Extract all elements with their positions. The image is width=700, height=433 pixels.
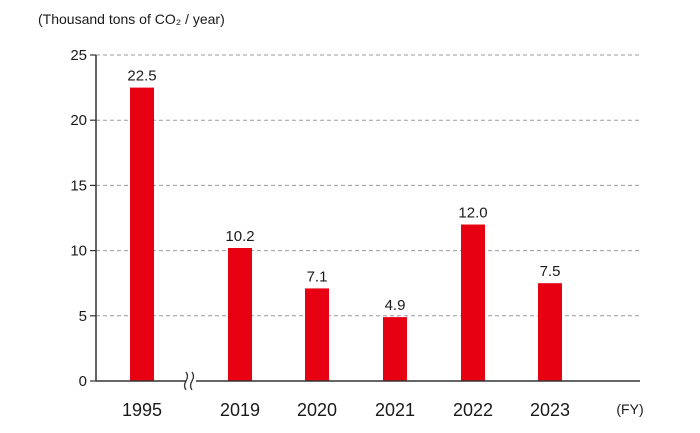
data-label-1995: 22.5	[127, 68, 156, 85]
y-tick-label: 15	[70, 177, 87, 194]
y-tick-label: 25	[70, 47, 87, 64]
bar-2021	[383, 317, 407, 381]
bar-2022	[461, 225, 485, 381]
x-tick-label-1995: 1995	[122, 400, 162, 420]
bars: 22.5 10.2 7.1 4.9 12.0 7.5	[127, 68, 562, 381]
data-label-2023: 7.5	[540, 263, 561, 280]
y-tick-label: 20	[70, 112, 87, 129]
data-label-2022: 12.0	[458, 205, 487, 222]
bar-2023	[538, 283, 562, 381]
x-axis-ticks: 1995 2019 2020 2021 2022 2023	[122, 400, 570, 420]
data-label-2021: 4.9	[385, 297, 406, 314]
y-tick-label: 10	[70, 243, 87, 260]
bar-2019	[228, 248, 252, 381]
bar-2020	[305, 288, 329, 381]
y-axis-ticks: 0 5 10 15 20 25	[70, 47, 96, 390]
y-tick-label: 0	[79, 373, 87, 390]
x-tick-label-2019: 2019	[220, 400, 260, 420]
data-label-2020: 7.1	[307, 268, 328, 285]
y-tick-label: 5	[79, 308, 87, 325]
y-axis-label: (Thousand tons of CO₂ / year)	[38, 11, 225, 27]
x-tick-label-2021: 2021	[375, 400, 415, 420]
x-tick-label-2022: 2022	[453, 400, 493, 420]
bar-1995	[130, 88, 154, 381]
data-label-2019: 10.2	[225, 228, 254, 245]
x-axis-unit-label: (FY)	[616, 401, 643, 417]
axis-break-icon	[185, 371, 197, 390]
x-tick-label-2020: 2020	[297, 400, 337, 420]
x-tick-label-2023: 2023	[530, 400, 570, 420]
